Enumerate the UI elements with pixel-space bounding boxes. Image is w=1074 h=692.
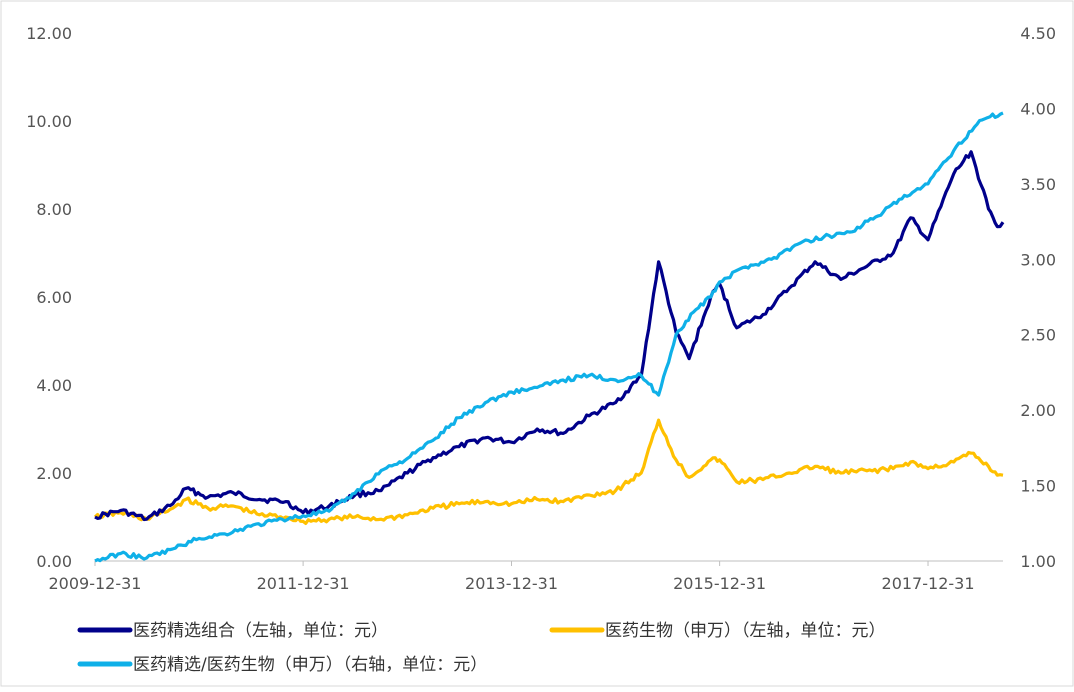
legend-label-ratio: 医药精选/医药生物（申万）（右轴，单位：元） [133, 655, 487, 675]
left-axis-tick-label: 2.00 [36, 464, 72, 483]
left-axis-tick-label: 6.00 [36, 288, 72, 307]
legend-label-portfolio: 医药精选组合（左轴，单位：元） [133, 621, 388, 641]
x-axis-tick-label: 2015-12-31 [673, 574, 766, 593]
right-axis-tick-label: 4.00 [1020, 99, 1056, 118]
right-axis-tick-label: 3.00 [1020, 250, 1056, 269]
left-axis-tick-label: 4.00 [36, 376, 72, 395]
series-lines [93, 111, 1005, 563]
left-axis-tick-label: 10.00 [26, 112, 72, 131]
right-axis-tick-label: 1.00 [1020, 552, 1056, 571]
series-line-ratio [94, 111, 1004, 563]
series-line-index [93, 418, 1004, 525]
right-axis-tick-label: 4.50 [1020, 24, 1056, 43]
x-axis-tick-label: 2009-12-31 [49, 574, 142, 593]
left-axis-tick-label: 8.00 [36, 200, 72, 219]
left-axis-tick-label: 12.00 [26, 24, 72, 43]
right-axis-tick-label: 2.50 [1020, 326, 1056, 345]
right-axis-tick-label: 2.00 [1020, 401, 1056, 420]
right-axis-tick-label: 1.50 [1020, 477, 1056, 496]
series-line-portfolio [94, 150, 1005, 522]
left-axis-tick-label: 0.00 [36, 552, 72, 571]
axes: 0.00 2.00 4.00 6.00 8.00 10.00 12.00 1.00 1.50 2.… [26, 24, 1056, 593]
x-axis-tick-label: 2017-12-31 [882, 574, 975, 593]
x-axis-tick-label: 2013-12-31 [465, 574, 558, 593]
right-axis-tick-label: 3.50 [1020, 175, 1056, 194]
x-axis-tick-label: 2011-12-31 [257, 574, 350, 593]
legend-label-index: 医药生物（申万）（左轴，单位：元） [605, 621, 886, 641]
legend: 医药精选组合（左轴，单位：元） 医药生物（申万）（左轴，单位：元） 医药精选/医… [77, 621, 886, 675]
